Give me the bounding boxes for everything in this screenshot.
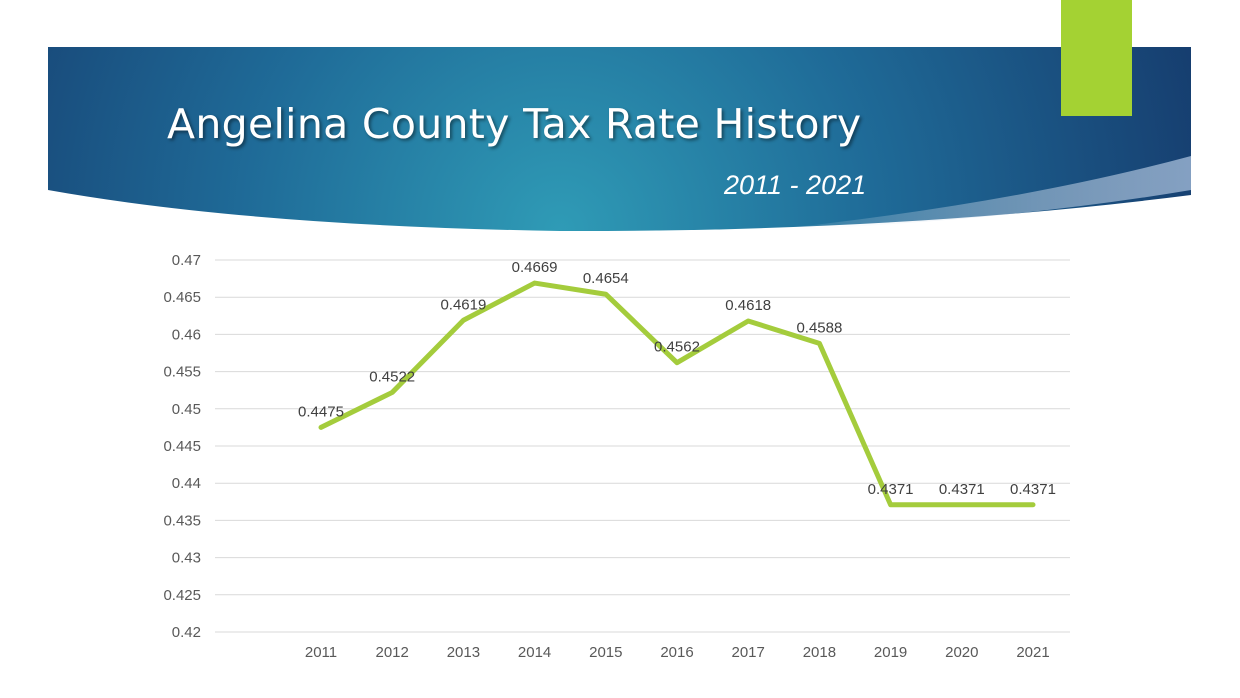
gridlines bbox=[215, 259, 1070, 633]
data-label: 0.4654 bbox=[583, 270, 629, 287]
series-line bbox=[318, 280, 1036, 508]
y-tick-label: 0.435 bbox=[163, 512, 201, 529]
slide-subtitle: 2011 - 2021 bbox=[724, 170, 867, 200]
y-tick-label: 0.46 bbox=[172, 326, 201, 343]
accent-block bbox=[1061, 0, 1132, 116]
data-label: 0.4588 bbox=[796, 319, 842, 336]
data-label: 0.4371 bbox=[868, 481, 914, 498]
y-tick-label: 0.465 bbox=[163, 289, 201, 306]
y-tick-label: 0.43 bbox=[172, 550, 201, 567]
x-axis-ticks: 2011 2012 2013 2014 2015 2016 2017 2018 2019 2020… bbox=[305, 644, 1050, 661]
data-label: 0.4562 bbox=[654, 339, 700, 356]
y-tick-label: 0.47 bbox=[172, 252, 201, 269]
y-tick-label: 0.445 bbox=[163, 438, 201, 455]
x-tick-label: 2011 bbox=[305, 644, 337, 661]
y-tick-label: 0.42 bbox=[172, 624, 201, 641]
x-tick-label: 2012 bbox=[376, 644, 409, 661]
x-tick-label: 2016 bbox=[660, 644, 693, 661]
data-label: 0.4669 bbox=[512, 259, 558, 276]
y-tick-label: 0.455 bbox=[163, 364, 201, 381]
data-label: 0.4618 bbox=[725, 297, 771, 314]
series-line-group bbox=[318, 280, 1036, 508]
y-tick-label: 0.45 bbox=[172, 401, 201, 418]
data-label: 0.4522 bbox=[369, 368, 415, 385]
data-label: 0.4475 bbox=[298, 403, 344, 420]
y-axis-ticks: 0.47 0.465 0.46 0.455 0.45 0.445 0.44 0.435 0.43… bbox=[163, 252, 201, 641]
x-tick-label: 2020 bbox=[945, 644, 978, 661]
y-tick-label: 0.425 bbox=[163, 587, 201, 604]
x-tick-label: 2021 bbox=[1016, 644, 1049, 661]
x-tick-label: 2018 bbox=[803, 644, 836, 661]
x-tick-label: 2013 bbox=[447, 644, 480, 661]
x-tick-label: 2017 bbox=[732, 644, 765, 661]
banner-shape bbox=[48, 47, 1191, 232]
data-label: 0.4619 bbox=[440, 296, 486, 313]
data-label: 0.4371 bbox=[1010, 481, 1056, 498]
banner-swoosh bbox=[760, 156, 1191, 231]
x-tick-label: 2015 bbox=[589, 644, 622, 661]
y-tick-label: 0.44 bbox=[172, 475, 201, 492]
data-labels: 0.4475 0.4522 0.4619 0.4669 0.4654 0.4562 0.46… bbox=[298, 259, 1056, 498]
slide-title: Angelina County Tax Rate History bbox=[167, 100, 862, 148]
x-tick-label: 2019 bbox=[874, 644, 907, 661]
title-banner bbox=[48, 0, 1191, 232]
x-tick-label: 2014 bbox=[518, 644, 551, 661]
data-label: 0.4371 bbox=[939, 481, 985, 498]
